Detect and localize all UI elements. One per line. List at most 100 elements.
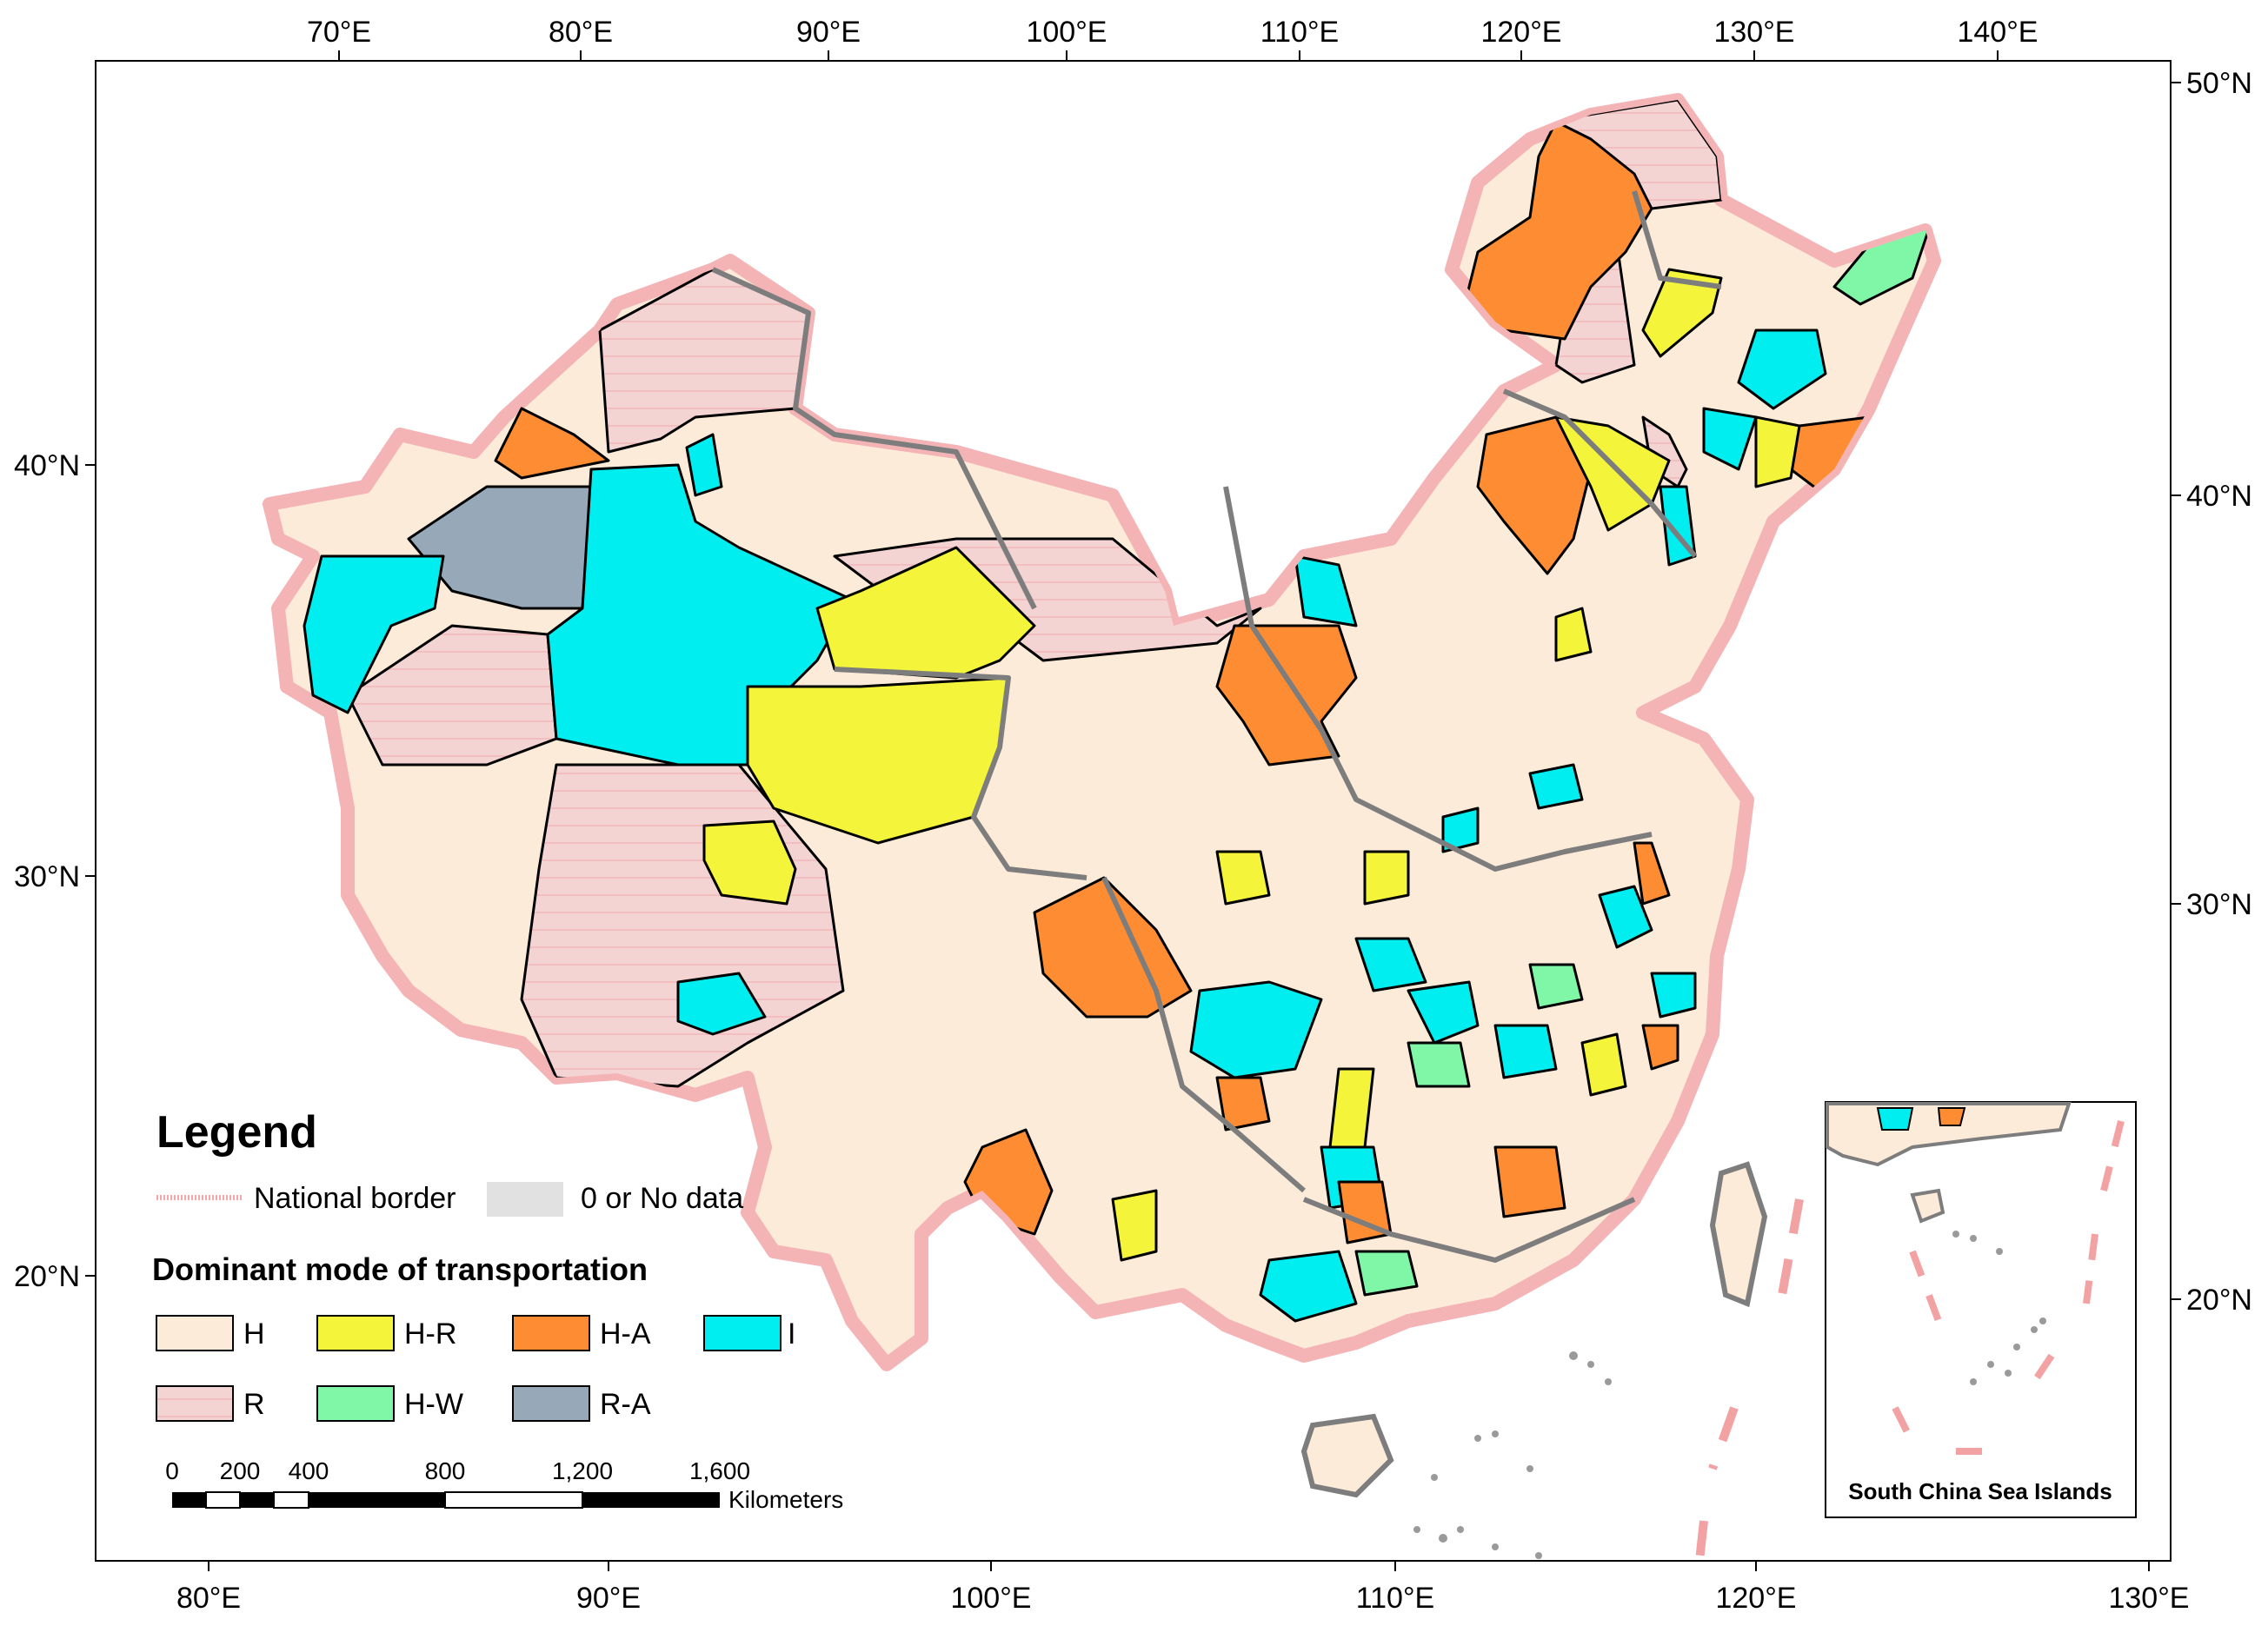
region-i (1702, 407, 1758, 471)
regions-layer (303, 100, 1932, 1323)
region-h-w (1354, 1250, 1419, 1297)
scale-label: 1,200 (552, 1457, 613, 1484)
bottom-lon-label: 80°E (176, 1582, 241, 1615)
region-i (1354, 937, 1427, 992)
region-i (1189, 980, 1323, 1079)
bottom-lon-label: 110°E (1356, 1582, 1434, 1615)
right-lat-label: 40°N (2186, 480, 2252, 513)
legend-label-h-w: H-W (404, 1388, 463, 1421)
left-lat-label: 20°N (14, 1260, 80, 1293)
region-h-a (1215, 1076, 1271, 1132)
legend-item-r-a: R-A (512, 1385, 651, 1422)
legend-label-h-a: H-A (600, 1317, 651, 1351)
legend-item-r: R (156, 1385, 265, 1422)
scale-label: 800 (425, 1457, 466, 1484)
right-lat-label: 30°N (2186, 888, 2252, 921)
legend-label-h: H (243, 1317, 265, 1351)
region-h-a (1459, 120, 1653, 341)
bottom-lon-label: 100°E (950, 1582, 1031, 1615)
legend-item-h: H (156, 1315, 265, 1351)
map-frame (95, 60, 2172, 1562)
scale-label: 1,600 (689, 1457, 750, 1484)
region-i (685, 433, 723, 497)
region-h-a (1641, 1024, 1679, 1071)
right-lat-label: 20°N (2186, 1284, 2252, 1317)
region-i (303, 554, 445, 714)
legend-label-r: R (243, 1388, 265, 1421)
region-h-a (494, 407, 610, 480)
left-lat-label: 30°N (14, 860, 80, 893)
legend-section-title: Dominant mode of transportation (152, 1251, 648, 1287)
right-latitude-axis: 50°N 40°N 30°N 20°N (2171, 67, 2252, 1317)
province-borders (711, 190, 1722, 1263)
top-lon-label: 130°E (1713, 16, 1794, 49)
region-i (1650, 972, 1697, 1019)
region-i (1259, 1250, 1358, 1323)
left-lat-label: 40°N (14, 449, 80, 482)
scale-label: 0 (165, 1457, 179, 1484)
legend-no-data: 0 or No data (487, 1182, 743, 1217)
legend-item-h-w: H-W (316, 1385, 463, 1422)
inset-islands (1952, 1231, 2046, 1385)
bottom-lon-label: 130°E (2108, 1582, 2189, 1615)
region-i (1737, 329, 1827, 410)
top-lon-label: 100°E (1026, 16, 1107, 49)
top-lon-label: 110°E (1260, 16, 1339, 49)
bottom-longitude-axis: 80°E 90°E 100°E 110°E 120°E 130°E (176, 1561, 2190, 1615)
inset-region-h-a (1937, 1107, 1966, 1126)
legend-title: Legend (156, 1107, 317, 1158)
top-lon-label: 80°E (549, 16, 613, 49)
region-i (1493, 1024, 1558, 1079)
region-i (676, 972, 767, 1036)
legend-national-border-label: National border (254, 1182, 456, 1215)
sea-boundary-dashes (1695, 1198, 1804, 1562)
taiwan-island (1709, 1161, 1768, 1308)
top-longitude-axis: 70°E 80°E 90°E 100°E 110°E 120°E 130°E 1… (307, 16, 2039, 61)
inset-hainan (1910, 1188, 1945, 1224)
region-h-r (1580, 1032, 1627, 1097)
hainan-island (1300, 1413, 1394, 1498)
bottom-lon-label: 90°E (576, 1582, 641, 1615)
top-lon-label: 120°E (1480, 16, 1561, 49)
region-h-r (702, 820, 797, 906)
region-i (1598, 885, 1653, 949)
region-h-w (1528, 963, 1584, 1010)
legend-item-i: I (703, 1315, 795, 1351)
legend-label-i: I (788, 1317, 795, 1351)
inset-region-i (1876, 1107, 1914, 1131)
bottom-lon-label: 120°E (1715, 1582, 1796, 1615)
legend-no-data-label: 0 or No data (581, 1182, 743, 1215)
legend-label-h-r: H-R (404, 1317, 456, 1351)
scale-bar: 0 200 400 800 1,200 1,600 Kilometers (165, 1457, 843, 1513)
scale-label: 200 (220, 1457, 261, 1484)
legend-item-h-r: H-R (316, 1315, 456, 1351)
region-h-r (1111, 1189, 1158, 1262)
left-latitude-axis: 40°N 30°N 20°N (14, 449, 96, 1293)
scale-label: 400 (289, 1457, 329, 1484)
region-h-w (1407, 1041, 1471, 1088)
region-i (1528, 763, 1584, 810)
legend-national-border: National border (156, 1182, 456, 1215)
region-h-a (1493, 1145, 1566, 1218)
small-islands (1413, 1351, 1612, 1559)
legend-label-r-a: R-A (600, 1388, 651, 1421)
top-lon-label: 70°E (307, 16, 371, 49)
top-lon-label: 90°E (796, 16, 861, 49)
scale-unit: Kilometers (728, 1486, 843, 1513)
region-h-r (1328, 1067, 1375, 1149)
legend-item-h-a: H-A (512, 1315, 651, 1351)
region-i (1407, 980, 1480, 1045)
inset-map: South China Sea Islands (1825, 1101, 2137, 1518)
region-h-a (1633, 841, 1671, 906)
legend: Legend National border 0 or No data Domi… (152, 1107, 795, 1422)
region-h-r (1754, 415, 1801, 488)
inset-dashes (1892, 1120, 2125, 1455)
inset-title: South China Sea Islands (1848, 1478, 2112, 1504)
region-h-r (1215, 850, 1271, 906)
region-h-r (1641, 268, 1723, 358)
top-lon-label: 140°E (1957, 16, 2038, 49)
region-h-r (1363, 850, 1410, 906)
region-h-r (1554, 607, 1593, 662)
region-i (1294, 554, 1358, 627)
